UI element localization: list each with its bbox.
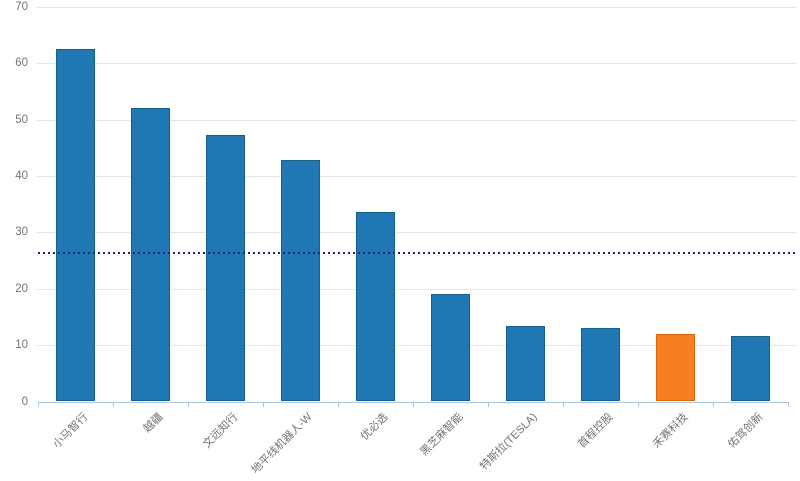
- y-tick-label-40: 40: [15, 170, 28, 183]
- x-tick-label-佑驾创新: 佑驾创新: [725, 410, 765, 451]
- x-tick-label-优必选: 优必选: [358, 410, 390, 443]
- y-gridline-50: [36, 119, 797, 121]
- x-axis-tick: [188, 401, 189, 407]
- x-axis-tick: [338, 401, 339, 407]
- bar-highlighted-禾赛科技[interactable]: [656, 333, 695, 402]
- bar-特斯拉(TESLA)[interactable]: [506, 325, 545, 402]
- x-axis-tick: [638, 401, 639, 407]
- x-tick-label-黑芝麻智能: 黑芝麻智能: [417, 410, 465, 458]
- bar-越疆[interactable]: [131, 108, 170, 402]
- x-tick-label-禾赛科技: 禾赛科技: [650, 410, 690, 451]
- bar-地平线机器人-W[interactable]: [281, 160, 320, 402]
- median-reference-line: [38, 251, 796, 254]
- x-axis-tick: [713, 401, 714, 407]
- bar-优必选[interactable]: [356, 211, 395, 402]
- y-gridline-60: [36, 63, 797, 65]
- y-gridline-40: [36, 176, 797, 178]
- x-axis-tick: [488, 401, 489, 407]
- y-tick-label-10: 10: [15, 339, 28, 352]
- x-tick-label-小马智行: 小马智行: [50, 410, 90, 451]
- x-tick-label-文远知行: 文远知行: [200, 410, 240, 451]
- bar-文远知行[interactable]: [206, 134, 245, 402]
- bar-佑驾创新[interactable]: [731, 336, 770, 402]
- y-tick-label-50: 50: [15, 113, 28, 126]
- bar-黑芝麻智能[interactable]: [431, 294, 470, 402]
- bar-小马智行[interactable]: [56, 49, 95, 402]
- y-tick-label-70: 70: [15, 1, 28, 13]
- x-axis-tick: [263, 401, 264, 407]
- x-axis-tick: [788, 401, 789, 407]
- y-gridline-20: [36, 288, 797, 290]
- y-gridline-70: [36, 7, 797, 8]
- x-tick-label-特斯拉(TESLA): 特斯拉(TESLA): [478, 410, 540, 473]
- y-tick-label-20: 20: [15, 282, 28, 295]
- x-axis-tick: [113, 401, 114, 407]
- x-axis-tick: [38, 401, 39, 407]
- bar-首程控股[interactable]: [581, 327, 620, 402]
- y-gridline-10: [36, 345, 797, 347]
- y-tick-label-60: 60: [15, 57, 28, 70]
- y-gridline-30: [36, 232, 797, 234]
- x-tick-label-首程控股: 首程控股: [575, 410, 615, 451]
- x-tick-label-地平线机器人-W: 地平线机器人-W: [249, 410, 315, 476]
- x-axis-tick: [563, 401, 564, 407]
- x-tick-label-越疆: 越疆: [140, 410, 165, 435]
- y-tick-label-0: 0: [21, 395, 28, 408]
- y-tick-label-30: 30: [15, 226, 28, 239]
- x-axis-tick: [413, 401, 414, 407]
